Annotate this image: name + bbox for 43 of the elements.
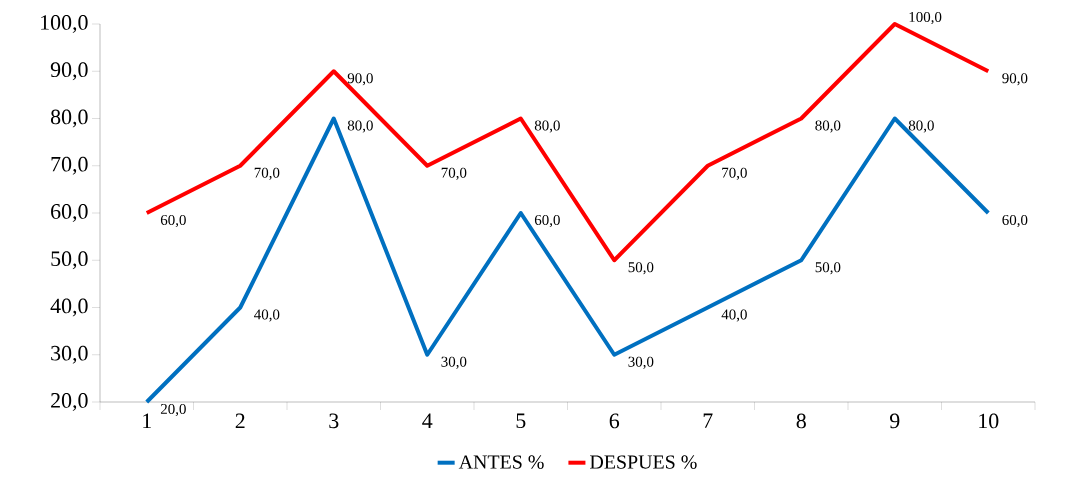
line-series (144, 22, 991, 263)
data-label: 70,0 (722, 167, 747, 180)
y-tick-label: 20,0 (51, 393, 88, 411)
x-tick-label: 5 (516, 413, 526, 429)
data-label: 20,0 (160, 403, 186, 417)
y-tick-label: 70,0 (51, 156, 88, 175)
line-series (144, 116, 991, 404)
data-label: 50,0 (815, 262, 841, 275)
data-label: 50,0 (628, 262, 654, 275)
legend-label: DESPUES % (590, 455, 697, 469)
data-label: 80,0 (534, 120, 560, 133)
data-label: 40,0 (721, 309, 747, 322)
data-label: 90,0 (347, 73, 373, 86)
data-label: 60,0 (1002, 214, 1028, 228)
x-tick-label: 3 (329, 413, 339, 429)
x-tick-label: 2 (235, 413, 245, 429)
y-tick-label: 100,0 (41, 15, 88, 33)
data-label: 40,0 (254, 309, 280, 322)
data-label: 30,0 (441, 356, 467, 369)
legend-label: ANTES % (458, 455, 544, 469)
data-label: 30,0 (628, 356, 654, 369)
data-label: 60,0 (534, 214, 560, 228)
data-label: 80,0 (815, 120, 841, 133)
x-tick-label: 4 (422, 413, 433, 428)
y-tick-label: 80,0 (50, 109, 88, 128)
x-tick-label: 1 (143, 413, 151, 428)
x-tick-label: 10 (979, 413, 999, 429)
y-tick-label: 50,0 (51, 251, 88, 270)
x-tick-label: 7 (703, 413, 713, 428)
y-tick-label: 40,0 (50, 298, 88, 317)
data-label: 80,0 (908, 120, 934, 133)
y-tick-label: 90,0 (50, 62, 88, 81)
data-label: 100,0 (909, 11, 942, 25)
y-tick-label: 30,0 (51, 345, 88, 364)
x-tick-label: 9 (889, 413, 900, 429)
data-label: 90,0 (1002, 73, 1028, 86)
x-tick-label: 8 (796, 413, 806, 429)
data-label: 70,0 (441, 167, 467, 180)
x-tick-label: 6 (609, 413, 620, 429)
data-label: 60,0 (160, 214, 186, 228)
data-label: 70,0 (254, 167, 280, 180)
data-label: 80,0 (347, 120, 373, 133)
y-tick-label: 60,0 (51, 204, 88, 222)
